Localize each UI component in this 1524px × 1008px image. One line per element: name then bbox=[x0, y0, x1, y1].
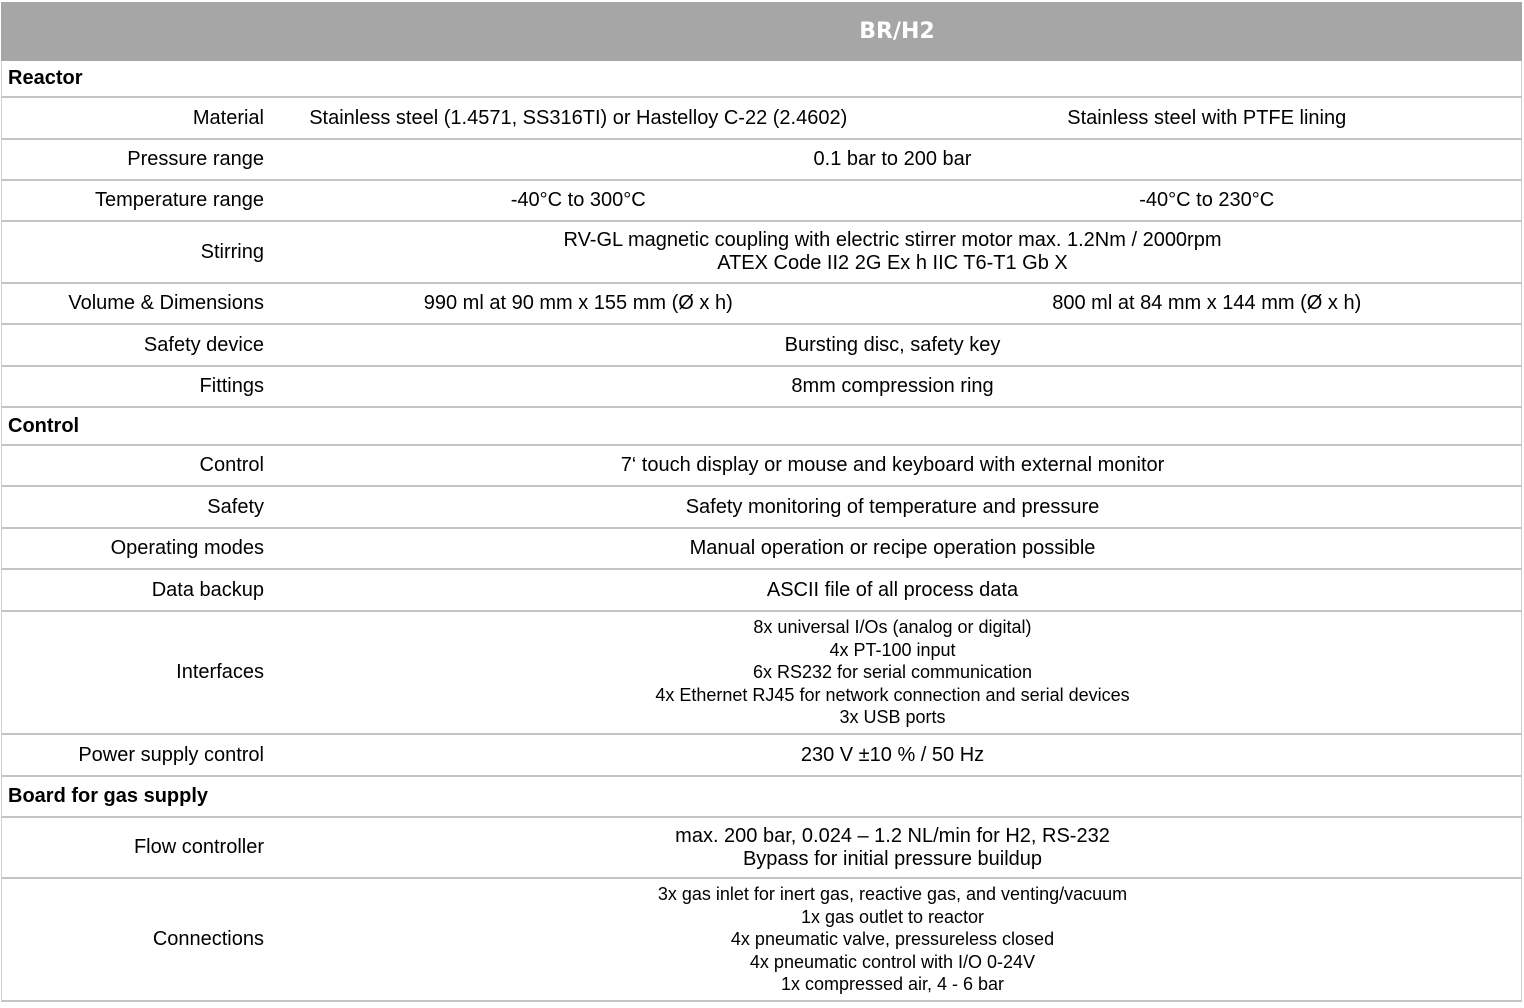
table-header: BR/H2 bbox=[1, 2, 1522, 61]
section-title: Board for gas supply bbox=[8, 785, 209, 807]
row-value: Stainless steel (1.4571, SS316TI) or Has… bbox=[309, 106, 848, 129]
value-line: 3x USB ports bbox=[839, 707, 946, 728]
value-line: ASCII file of all process data bbox=[766, 578, 1019, 601]
row-values: Stainless steel (1.4571, SS316TI) or Has… bbox=[264, 107, 1521, 130]
row-label: Volume & Dimensions bbox=[68, 292, 264, 314]
value-line: 1x gas outlet to reactor bbox=[800, 906, 985, 927]
row-value: 230 V ±10 % / 50 Hz bbox=[264, 744, 1521, 767]
value-line: 6x RS232 for serial communication bbox=[752, 662, 1033, 683]
row-value: 0.1 bar to 200 bar bbox=[264, 148, 1521, 171]
table-row: Flow controller max. 200 bar, 0.024 – 1.2… bbox=[1, 818, 1522, 879]
table-row: Control 7‘ touch display or mouse and key… bbox=[1, 446, 1522, 487]
row-label: Fittings bbox=[199, 375, 264, 397]
row-label: Pressure range bbox=[127, 148, 264, 170]
value-line: max. 200 bar, 0.024 – 1.2 NL/min for H2,… bbox=[675, 824, 1110, 847]
row-label: Interfaces bbox=[176, 661, 264, 683]
row-value: Safety monitoring of temperature and pre… bbox=[264, 496, 1521, 519]
section-title: Reactor bbox=[8, 67, 83, 89]
row-values: 990 ml at 90 mm x 155 mm (Ø x h) 800 ml a… bbox=[264, 292, 1521, 315]
table-row: Fittings 8mm compression ring bbox=[1, 367, 1522, 408]
value-line: 4x pneumatic control with I/O 0-24V bbox=[749, 951, 1036, 972]
row-value: 990 ml at 90 mm x 155 mm (Ø x h) bbox=[423, 292, 733, 314]
row-value: Stainless steel with PTFE lining bbox=[1067, 106, 1347, 129]
row-values: -40°C to 300°C -40°C to 230°C bbox=[264, 189, 1521, 212]
value-line: 0.1 bar to 200 bar bbox=[813, 148, 972, 170]
row-label: Data backup bbox=[151, 578, 264, 601]
row-value: 8mm compression ring bbox=[264, 375, 1521, 398]
section-header: Control bbox=[1, 408, 1522, 446]
value-line: 4x PT-100 input bbox=[829, 639, 956, 660]
row-label: Safety device bbox=[143, 333, 264, 356]
table-row: Data backup ASCII file of all process dat… bbox=[1, 570, 1522, 612]
table-row: Volume & Dimensions 990 ml at 90 mm x 155… bbox=[1, 284, 1522, 325]
table-row: Stirring RV-GL magnetic coupling with ele… bbox=[1, 222, 1522, 284]
row-value: 800 ml at 84 mm x 144 mm (Ø x h) bbox=[1052, 292, 1362, 314]
value-line: ATEX Code II2 2G Ex h IIC T6-T1 Gb X bbox=[717, 252, 1068, 274]
value-line: 3x gas inlet for inert gas, reactive gas… bbox=[657, 884, 1128, 905]
row-value: -40°C to 300°C bbox=[510, 189, 646, 211]
value-line: Safety monitoring of temperature and pre… bbox=[685, 495, 1100, 518]
row-label: Safety bbox=[207, 495, 264, 518]
table-row: Interfaces 8x universal I/Os (analog or d… bbox=[1, 612, 1522, 735]
value-line: 8x universal I/Os (analog or digital) bbox=[753, 617, 1032, 638]
value-line: 4x Ethernet RJ45 for network connection … bbox=[655, 684, 1130, 705]
value-line: RV-GL magnetic coupling with electric st… bbox=[563, 229, 1222, 251]
value-line: 4x pneumatic valve, pressureless closed bbox=[730, 929, 1055, 950]
row-label: Control bbox=[199, 454, 264, 476]
row-value: -40°C to 230°C bbox=[1139, 189, 1275, 211]
table-row: Connections 3x gas inlet for inert gas, r… bbox=[1, 879, 1522, 1002]
row-label: Flow controller bbox=[133, 836, 264, 858]
value-line: 8mm compression ring bbox=[791, 375, 994, 397]
row-label: Temperature range bbox=[95, 189, 264, 211]
table-row: Safety Safety monitoring of temperature a… bbox=[1, 487, 1522, 529]
row-value: Manual operation or recipe operation pos… bbox=[264, 537, 1521, 560]
header-title: BR/H2 bbox=[859, 19, 935, 44]
row-value: Bursting disc, safety key bbox=[264, 334, 1521, 357]
row-value: 3x gas inlet for inert gas, reactive gas… bbox=[264, 883, 1521, 996]
row-label: Stirring bbox=[200, 240, 264, 263]
row-label: Connections bbox=[152, 928, 264, 950]
row-label: Material bbox=[192, 106, 264, 129]
table-row: Temperature range -40°C to 300°C -40°C to … bbox=[1, 181, 1522, 222]
row-value: ASCII file of all process data bbox=[264, 579, 1521, 602]
section-header: Board for gas supply bbox=[1, 777, 1522, 818]
row-value: 7‘ touch display or mouse and keyboard w… bbox=[264, 454, 1521, 477]
table-row: Material Stainless steel (1.4571, SS316TI… bbox=[1, 98, 1522, 140]
row-label: Operating modes bbox=[110, 537, 264, 559]
section-header: Reactor bbox=[1, 61, 1522, 98]
row-value: max. 200 bar, 0.024 – 1.2 NL/min for H2,… bbox=[264, 825, 1521, 871]
value-line: Bypass for initial pressure buildup bbox=[742, 847, 1043, 870]
value-line: 7‘ touch display or mouse and keyboard w… bbox=[620, 454, 1165, 476]
value-line: Bursting disc, safety key bbox=[784, 333, 1001, 356]
value-line: Manual operation or recipe operation pos… bbox=[689, 537, 1096, 559]
row-label: Power supply control bbox=[78, 743, 264, 766]
value-line: 1x compressed air, 4 - 6 bar bbox=[780, 974, 1005, 995]
table-row: Safety device Bursting disc, safety key bbox=[1, 325, 1522, 367]
table-row: Pressure range 0.1 bar to 200 bar bbox=[1, 140, 1522, 181]
row-value: RV-GL magnetic coupling with electric st… bbox=[264, 229, 1521, 275]
section-title: Control bbox=[8, 414, 80, 437]
value-line: 230 V ±10 % / 50 Hz bbox=[800, 743, 985, 766]
table-row: Operating modes Manual operation or recip… bbox=[1, 529, 1522, 570]
row-value: 8x universal I/Os (analog or digital) 4x … bbox=[264, 616, 1521, 729]
table-row: Power supply control 230 V ±10 % / 50 Hz bbox=[1, 735, 1522, 777]
